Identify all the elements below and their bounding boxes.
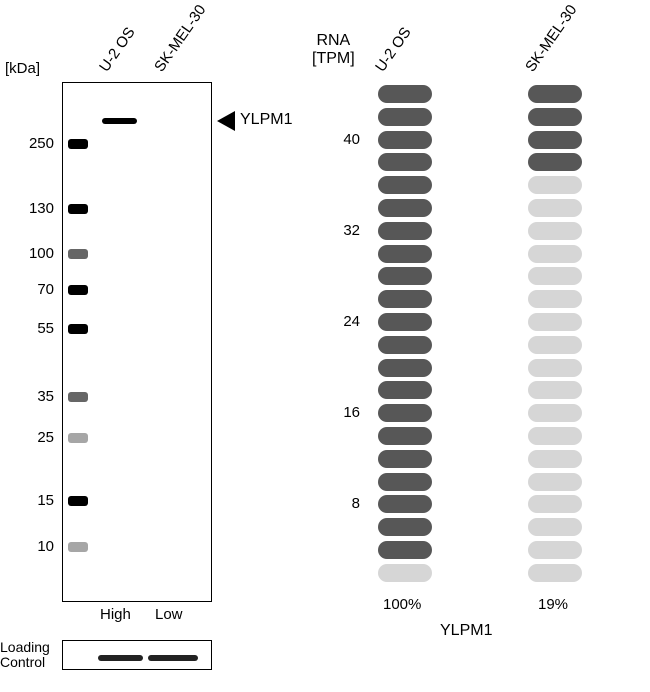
gene-name-label: YLPM1 [440,622,492,640]
tpm-pill [528,404,582,422]
loading-control-band [98,655,143,661]
tpm-pill [378,199,432,217]
rna-pill-column [528,85,588,587]
loading-control-band [148,655,198,661]
mw-marker-label: 70 [20,281,54,298]
loading-control-label: LoadingControl [0,640,62,669]
mw-marker-label: 55 [20,320,54,337]
tpm-pill [528,427,582,445]
tpm-pill [378,473,432,491]
tpm-pill [528,313,582,331]
ladder-band [68,324,88,334]
mw-marker-label: 15 [20,492,54,509]
tpm-pill [528,85,582,103]
tpm-pill [528,245,582,263]
tpm-tick-label: 8 [330,495,360,512]
mw-marker-label: 100 [20,245,54,262]
tpm-pill [378,153,432,171]
tpm-pill [528,267,582,285]
ladder-band [68,204,88,214]
tpm-pill [528,108,582,126]
tpm-pill [378,450,432,468]
rna-column-label-1: U-2 OS [372,24,415,75]
tpm-pill [528,153,582,171]
tpm-pill [528,541,582,559]
tpm-pill [378,131,432,149]
tpm-pill [378,222,432,240]
tpm-pill [378,85,432,103]
tpm-pill [528,359,582,377]
tpm-pill [378,176,432,194]
tpm-tick-label: 40 [330,131,360,148]
ladder-band [68,392,88,402]
tpm-tick-label: 24 [330,313,360,330]
lane-1-expression-label: High [100,606,131,623]
mw-marker-label: 250 [20,135,54,152]
tpm-pill [528,518,582,536]
lane-label-2: SK-MEL-30 [151,2,209,75]
tpm-pill [378,564,432,582]
tpm-pill [528,450,582,468]
tpm-pill [378,245,432,263]
tpm-pill [528,131,582,149]
mw-marker-label: 25 [20,429,54,446]
ladder-band [68,285,88,295]
tpm-pill [528,222,582,240]
tpm-pill [528,381,582,399]
rna-pill-column [378,85,438,587]
tpm-pill [378,404,432,422]
rna-pct-label: 19% [538,596,568,613]
rna-pct-label: 100% [383,596,421,613]
tpm-pill [378,267,432,285]
ladder-band [68,496,88,506]
protein-name-label: YLPM1 [240,111,292,129]
target-protein-band [102,118,137,124]
kda-axis-label: [kDa] [5,60,40,77]
ladder-band [68,433,88,443]
tpm-pill [378,290,432,308]
tpm-pill [528,199,582,217]
tpm-pill [378,495,432,513]
rna-axis-label: RNA[TPM] [312,32,355,67]
tpm-pill [528,473,582,491]
tpm-pill [378,427,432,445]
mw-marker-label: 35 [20,388,54,405]
rna-column-label-2: SK-MEL-30 [522,2,580,75]
tpm-pill [528,495,582,513]
tpm-tick-label: 16 [330,404,360,421]
mw-marker-label: 10 [20,538,54,555]
band-pointer-arrow-icon [217,111,235,131]
tpm-pill [528,336,582,354]
tpm-pill [528,290,582,308]
ladder-band [68,249,88,259]
mw-marker-label: 130 [20,200,54,217]
tpm-pill [378,336,432,354]
tpm-pill [378,381,432,399]
lane-2-expression-label: Low [155,606,183,623]
tpm-tick-label: 32 [330,222,360,239]
tpm-pill [378,541,432,559]
loading-control-frame [62,640,212,670]
tpm-pill [528,176,582,194]
ladder-band [68,139,88,149]
tpm-pill [378,359,432,377]
tpm-pill [378,108,432,126]
tpm-pill [378,313,432,331]
tpm-pill [528,564,582,582]
ladder-band [68,542,88,552]
lane-label-1: U-2 OS [96,24,139,75]
tpm-pill [378,518,432,536]
blot-frame [62,82,212,602]
